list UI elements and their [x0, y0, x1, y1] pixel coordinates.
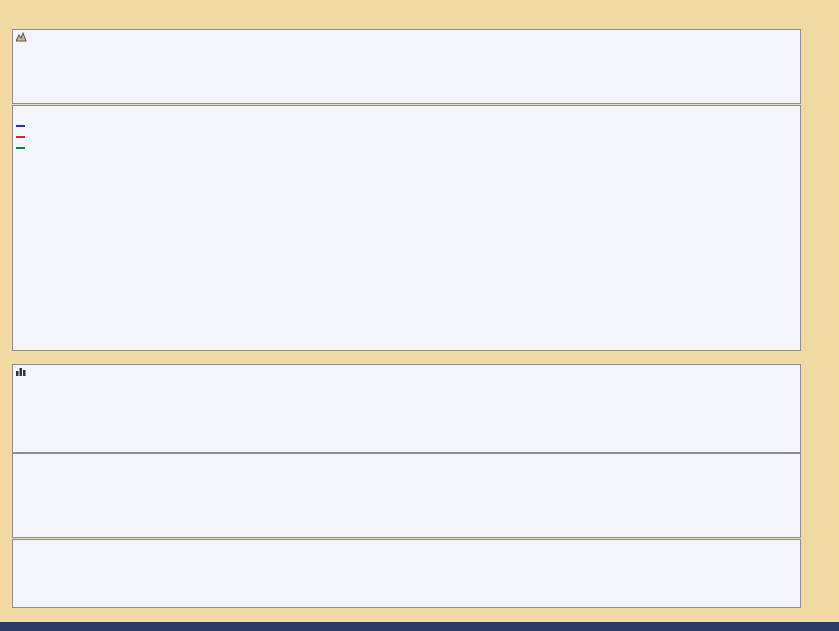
quote-close [802, 14, 809, 25]
ma10-swatch-icon [16, 147, 25, 149]
pmo-panel [12, 453, 801, 538]
pmo-legend [14, 455, 20, 466]
quote-low [795, 14, 802, 25]
rsi-panel [12, 29, 801, 104]
header-row-1 [6, 1, 10, 19]
x-axis-top [0, 352, 839, 364]
quote-high [788, 14, 795, 25]
quote-bar [781, 14, 823, 25]
sto-panel [12, 539, 801, 608]
volume-panel [12, 364, 801, 453]
ma50-legend [16, 121, 27, 132]
rsi-legend [15, 31, 27, 44]
quote-open [781, 14, 788, 25]
ma50-swatch-icon [16, 125, 25, 127]
quote-change [816, 14, 823, 25]
bar-chart-icon [16, 368, 26, 376]
bottom-bar [0, 622, 839, 631]
price-panel [12, 105, 801, 351]
area-chart-icon [15, 31, 27, 42]
ma200-legend [16, 132, 27, 143]
quote-volume [809, 14, 816, 25]
ma200-swatch-icon [16, 136, 25, 138]
x-axis-bottom [0, 609, 839, 621]
ma10-legend [16, 143, 27, 154]
volume-legend [16, 367, 26, 378]
